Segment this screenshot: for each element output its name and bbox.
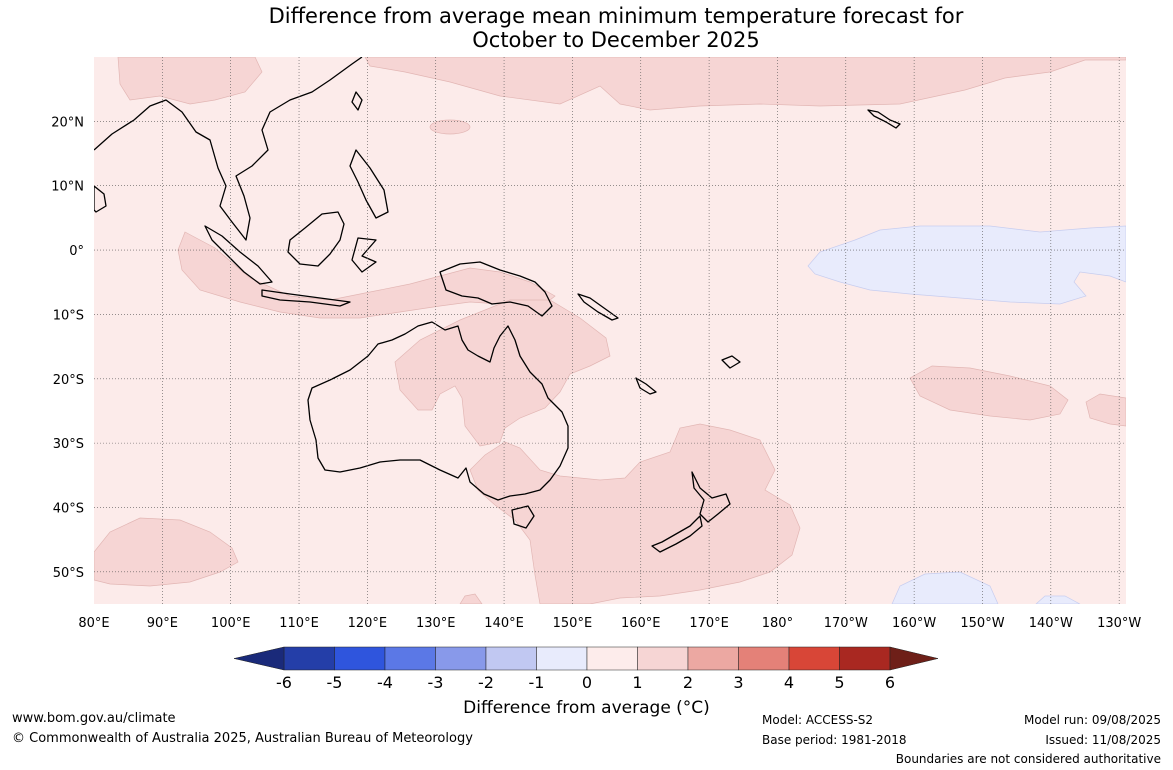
cool-region-central-pacific [807,225,1126,305]
philippines-coastline [349,149,389,219]
warm-region-asia [117,57,263,105]
longitude-label: 80°E [78,616,109,631]
longitude-label: 140°E [484,616,524,631]
footer-boundaries: Boundaries are not considered authoritat… [895,752,1161,766]
colorbar-tick-label: -5 [327,673,343,692]
taiwan-coastline [351,91,363,111]
longitude-label: 140°W [1029,616,1073,631]
java-coastline [261,289,351,307]
footer-model: Model: ACCESS-S2 [762,713,874,727]
colorbar-tick-labels: -6 -5 -4 -3 -2 -1 0 1 2 3 4 5 6 [276,673,895,692]
footer-url: www.bom.gov.au/climate [12,711,176,726]
warm-region-sw-pacific [909,365,1069,421]
asia-coastline [94,57,363,241]
colorbar-tick-label: 5 [834,673,844,692]
colorbar-segment [485,646,537,671]
colorbar-tick-label: -6 [276,673,292,692]
longitude-label: 110°E [279,616,319,631]
longitude-label: 160°E [621,616,661,631]
cool-region-south-east [891,571,999,604]
colorbar-tick-label: -1 [529,673,545,692]
warm-patch-small [429,119,471,135]
longitude-label: 150°W [960,616,1004,631]
title-line-1: Difference from average mean minimum tem… [268,4,964,28]
solomon-islands-coastline [577,293,619,321]
warm-region-north-pacific [364,57,1126,111]
colorbar-tick-label: 6 [885,673,895,692]
latitude-label: 0° [69,244,84,259]
gridlines [94,57,1126,604]
colorbar-tick-label: 1 [632,673,642,692]
hawaii-coastline [867,109,901,129]
footer-issued: Issued: 11/08/2025 [1045,733,1161,747]
colorbar-under-arrow [233,646,285,671]
sri-lanka-coastline [94,185,107,213]
colorbar-segment [334,646,386,671]
longitude-label: 90°E [147,616,178,631]
colorbar-tick-label: -2 [478,673,494,692]
sumatra-coastline [204,225,273,285]
new-zealand-south-coastline [651,515,703,553]
longitude-label: 100°E [211,616,251,631]
warm-region-southwest [94,517,239,587]
warm-region-east-edge [1085,393,1126,427]
footer-copyright: © Commonwealth of Australia 2025, Austra… [12,731,473,746]
latitude-label: 50°S [53,566,84,581]
sulawesi-coastline [351,237,377,273]
new-guinea-coastline [439,261,553,317]
latitude-label: 20°S [53,373,84,388]
latitude-label: 40°S [53,501,84,516]
warm-region-tasman [469,423,801,604]
new-zealand-north-coastline [691,471,731,523]
colorbar-segment [586,646,638,671]
longitude-labels: 80°E 90°E 100°E 110°E 120°E 130°E 140°E 150°E 16… [78,616,1141,631]
longitude-label: 170°E [689,616,729,631]
footer-model-run: Model run: 09/08/2025 [1023,713,1161,727]
longitude-label: 120°E [348,616,388,631]
new-caledonia-coastline [635,377,657,395]
fiji-coastline [721,355,741,369]
anomaly-regions [94,57,1126,604]
colorbar-tick-label: 4 [784,673,794,692]
map-title: Difference from average mean minimum tem… [0,4,1173,52]
warm-patch-southern [459,593,483,604]
colorbar-segment [536,646,588,671]
longitude-label: 130°E [416,616,456,631]
colorbar-segment [788,646,840,671]
longitude-label: 130°W [1097,616,1141,631]
latitude-label: 20°N [51,115,84,130]
colorbar-segment [738,646,790,671]
colorbar-segment [637,646,689,671]
longitude-label: 160°W [892,616,936,631]
colorbar-tick-label: 2 [683,673,693,692]
colorbar-tick-label: -3 [428,673,444,692]
longitude-label: 180° [762,616,793,631]
colorbar-segment [839,646,891,671]
latitude-label: 10°S [53,308,84,323]
footer-base-period: Base period: 1981-2018 [762,733,907,747]
latitude-label: 10°N [51,180,84,195]
colorbar-tick-label: 0 [582,673,592,692]
colorbar-segment [283,646,335,671]
colorbar-segment [687,646,739,671]
longitude-label: 150°E [553,616,593,631]
borneo-coastline [287,211,345,267]
latitude-labels: 20°N 10°N 0° 10°S 20°S 30°S 40°S 50°S [51,115,84,580]
cool-region-south-east-2 [1035,595,1081,604]
colorbar-tick-label: -4 [377,673,393,692]
tasmania-coastline [511,505,535,529]
title-line-2: October to December 2025 [472,28,760,52]
colorbar [233,646,939,671]
latitude-label: 30°S [53,437,84,452]
colorbar-segment [435,646,487,671]
warm-region-northern-australia [394,299,611,447]
colorbar-segment [384,646,436,671]
longitude-label: 170°W [824,616,868,631]
colorbar-tick-label: 3 [733,673,743,692]
colorbar-label: Difference from average (°C) [463,698,710,718]
colorbar-over-arrow [889,646,939,671]
